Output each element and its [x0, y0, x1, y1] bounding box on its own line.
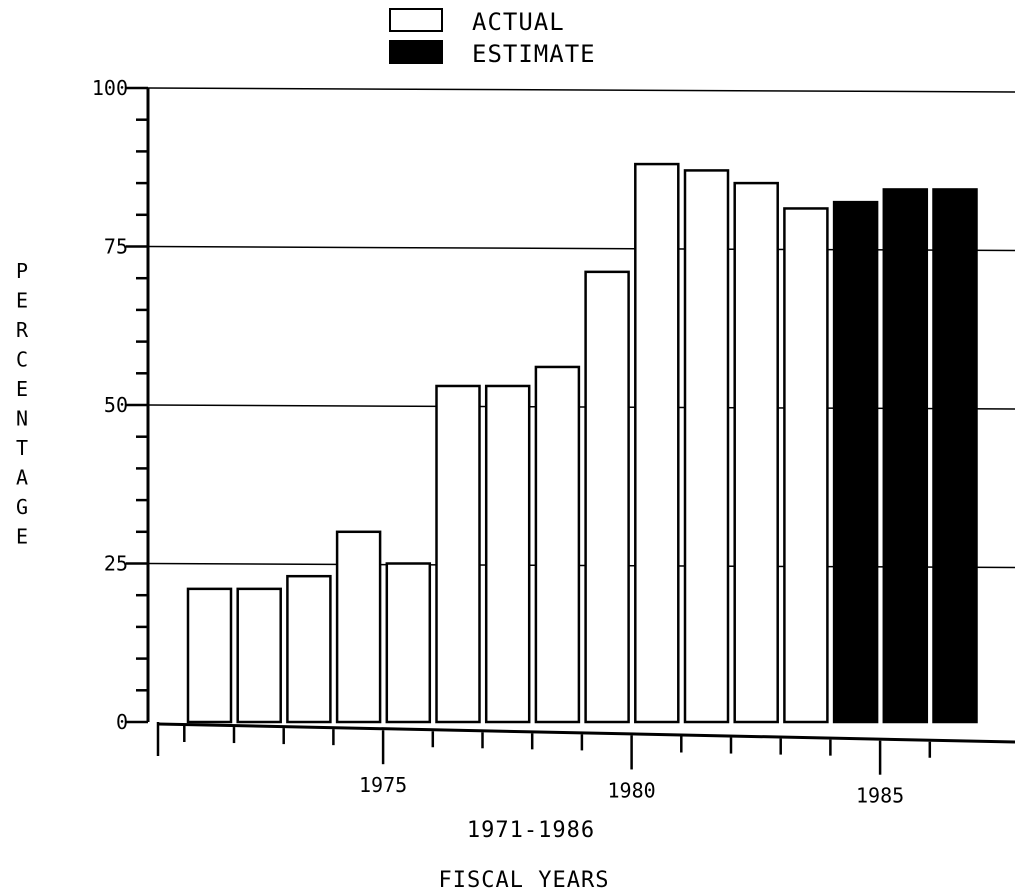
bar-1984-estimate [832, 200, 879, 724]
bar-1985-estimate [882, 188, 929, 724]
x-tick-label-1980: 1980 [608, 778, 656, 802]
x-tick-label-1985: 1985 [856, 784, 904, 808]
y-tick-label-50: 50 [104, 393, 128, 417]
bar-1974-actual [335, 530, 382, 724]
axes: 0 25 50 75 100 1975 1980 1985 [92, 76, 1015, 808]
x-axis-title: FISCAL YEARS [439, 868, 610, 893]
bar-1977-actual [484, 384, 531, 724]
x-tick-label-1975: 1975 [359, 773, 407, 797]
y-tick-label-0: 0 [116, 710, 128, 734]
bar-1973-actual [286, 574, 332, 724]
y-tick-label-25: 25 [104, 552, 128, 576]
bar-1979-actual [584, 270, 630, 724]
bar-1978-actual [534, 365, 581, 724]
grid-line-100 [147, 87, 1015, 93]
y-tick-label-100: 100 [92, 76, 128, 100]
legend-label-actual: ACTUAL [472, 8, 565, 36]
legend-swatch-estimate [389, 40, 443, 64]
x-axis-line [157, 722, 1015, 744]
bar-1971-actual [186, 587, 233, 724]
legend-swatch-actual [389, 8, 443, 32]
x-axis-range-label: 1971-1986 [467, 818, 595, 843]
legend-label-estimate: ESTIMATE [472, 40, 596, 68]
bar-1975-actual [385, 562, 432, 724]
bar-1986-estimate [932, 188, 978, 724]
bar-1981-actual [683, 169, 730, 724]
bar-1980-actual [634, 162, 680, 724]
bar-1982-actual [733, 181, 779, 724]
legend: ACTUAL ESTIMATE [389, 8, 596, 68]
bars [186, 162, 978, 724]
bar-1976-actual [435, 384, 481, 724]
bar-1972-actual [236, 587, 282, 724]
bar-1983-actual [783, 207, 829, 724]
y-tick-label-75: 75 [104, 235, 128, 259]
